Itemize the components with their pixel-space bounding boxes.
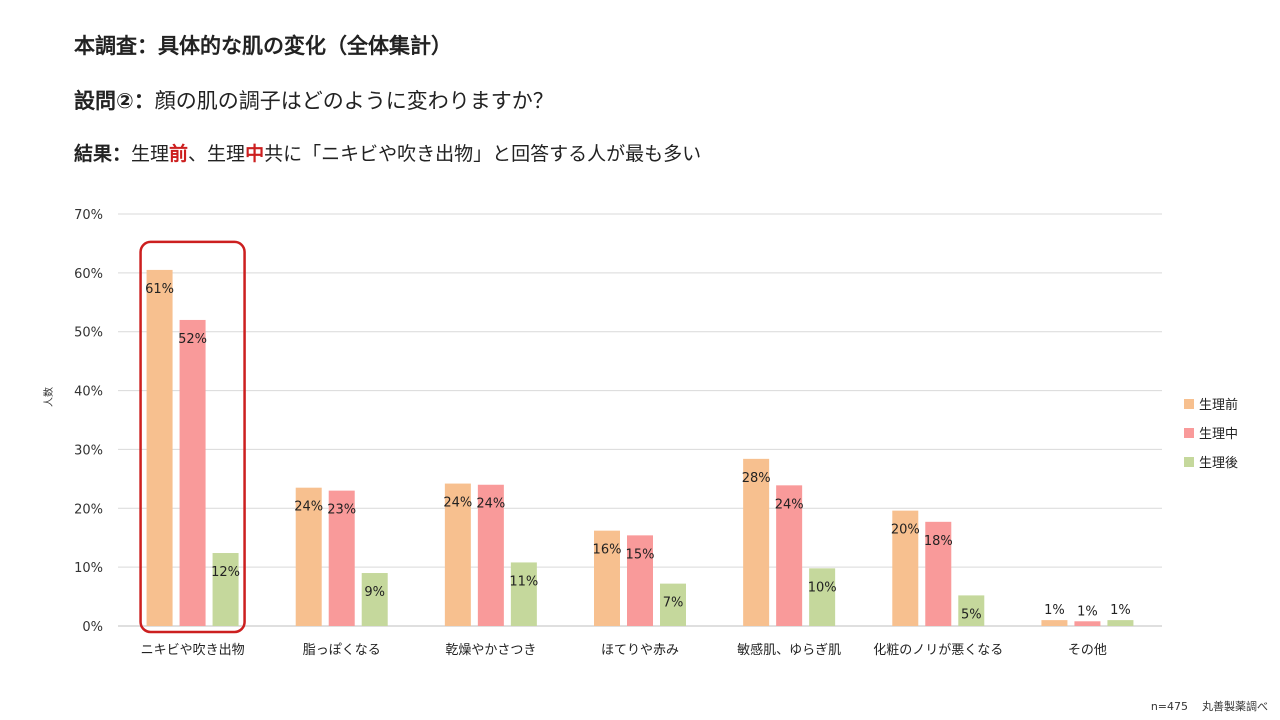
x-tick-label: 化粧のノリが悪くなる xyxy=(873,643,1003,658)
x-tick-label: ほてりや赤み xyxy=(601,643,679,658)
bar xyxy=(958,595,985,626)
data-label: 24% xyxy=(476,497,505,512)
bar xyxy=(146,269,173,626)
data-label: 9% xyxy=(364,585,385,600)
bar xyxy=(295,487,322,626)
legend-swatch xyxy=(1184,457,1194,467)
highlight-box xyxy=(139,240,246,634)
data-label: 52% xyxy=(178,332,207,347)
question-text: 顔の肌の調子はどのように変わりますか？ xyxy=(154,89,554,113)
page-title: 本調査：具体的な肌の変化（全体集計） xyxy=(74,34,452,58)
data-label: 7% xyxy=(663,596,684,611)
data-label: 11% xyxy=(509,574,538,589)
bar xyxy=(477,484,504,626)
bar xyxy=(1041,620,1068,626)
data-label: 28% xyxy=(742,471,771,486)
y-tick-label: 40% xyxy=(74,385,103,400)
data-label: 23% xyxy=(327,503,356,518)
result-text-2: 、生理 xyxy=(188,143,246,165)
y-tick-label: 50% xyxy=(74,326,103,341)
bar xyxy=(328,490,355,626)
data-label: 18% xyxy=(924,534,953,549)
footer: n=475 丸善製薬調べ xyxy=(1151,698,1268,714)
result-label: 結果： xyxy=(74,143,132,165)
legend-label: 生理中 xyxy=(1199,427,1238,442)
bar xyxy=(892,510,919,626)
x-tick-label: 乾燥やかさつき xyxy=(445,643,536,658)
data-label: 10% xyxy=(808,580,837,595)
data-label: 15% xyxy=(626,547,655,562)
result-text-3: 共に「ニキビや吹き出物」と回答する人が最も多い xyxy=(264,143,702,165)
legend-swatch xyxy=(1184,428,1194,438)
bar xyxy=(444,483,471,626)
data-label: 24% xyxy=(775,497,804,512)
y-axis-label: 人数 xyxy=(42,387,55,407)
bar xyxy=(809,568,836,626)
legend-label: 生理前 xyxy=(1199,397,1238,413)
y-tick-label: 0% xyxy=(82,620,103,635)
bar xyxy=(361,573,388,626)
data-label: 5% xyxy=(961,607,982,622)
bar xyxy=(627,535,653,626)
x-tick-label: 敏感肌、ゆらぎ肌 xyxy=(737,642,841,658)
y-tick-label: 70% xyxy=(74,208,103,223)
legend-label: 生理後 xyxy=(1199,456,1238,471)
source-note: 丸善製薬調べ xyxy=(1202,700,1268,713)
x-tick-label: 脂っぽくなる xyxy=(303,643,381,658)
bar xyxy=(179,319,206,626)
y-tick-label: 60% xyxy=(74,267,103,282)
bar xyxy=(510,562,537,626)
bar xyxy=(925,521,952,626)
data-label: 61% xyxy=(145,282,174,297)
data-label: 24% xyxy=(294,500,323,515)
result-line: 結果：生理前、生理中共に「ニキビや吹き出物」と回答する人が最も多い xyxy=(74,139,701,166)
question-line: 設問②：顔の肌の調子はどのように変わりますか？ xyxy=(74,85,554,115)
y-tick-label: 20% xyxy=(74,502,103,517)
bar xyxy=(212,553,239,626)
y-tick-label: 30% xyxy=(74,443,103,458)
result-text-1: 生理 xyxy=(131,143,170,165)
y-tick-label: 10% xyxy=(74,561,103,576)
data-label: 1% xyxy=(1110,603,1131,618)
bar xyxy=(743,458,770,626)
x-tick-label: ニキビや吹き出物 xyxy=(141,643,245,658)
result-highlight-before: 前 xyxy=(169,143,189,165)
result-highlight-during: 中 xyxy=(245,143,265,165)
data-label: 1% xyxy=(1077,604,1098,619)
bar xyxy=(594,530,620,626)
question-label: 設問②： xyxy=(74,89,155,113)
x-tick-label: その他 xyxy=(1068,643,1107,658)
data-label: 24% xyxy=(443,496,472,511)
bar xyxy=(1107,620,1134,626)
legend-swatch xyxy=(1184,399,1194,409)
bar xyxy=(776,485,803,626)
data-label: 12% xyxy=(211,565,240,580)
data-label: 16% xyxy=(593,543,622,558)
data-label: 20% xyxy=(891,523,920,538)
data-label: 1% xyxy=(1044,603,1065,618)
bar xyxy=(1074,621,1101,626)
bar xyxy=(660,583,686,626)
sample-size: n=475 xyxy=(1150,700,1188,713)
